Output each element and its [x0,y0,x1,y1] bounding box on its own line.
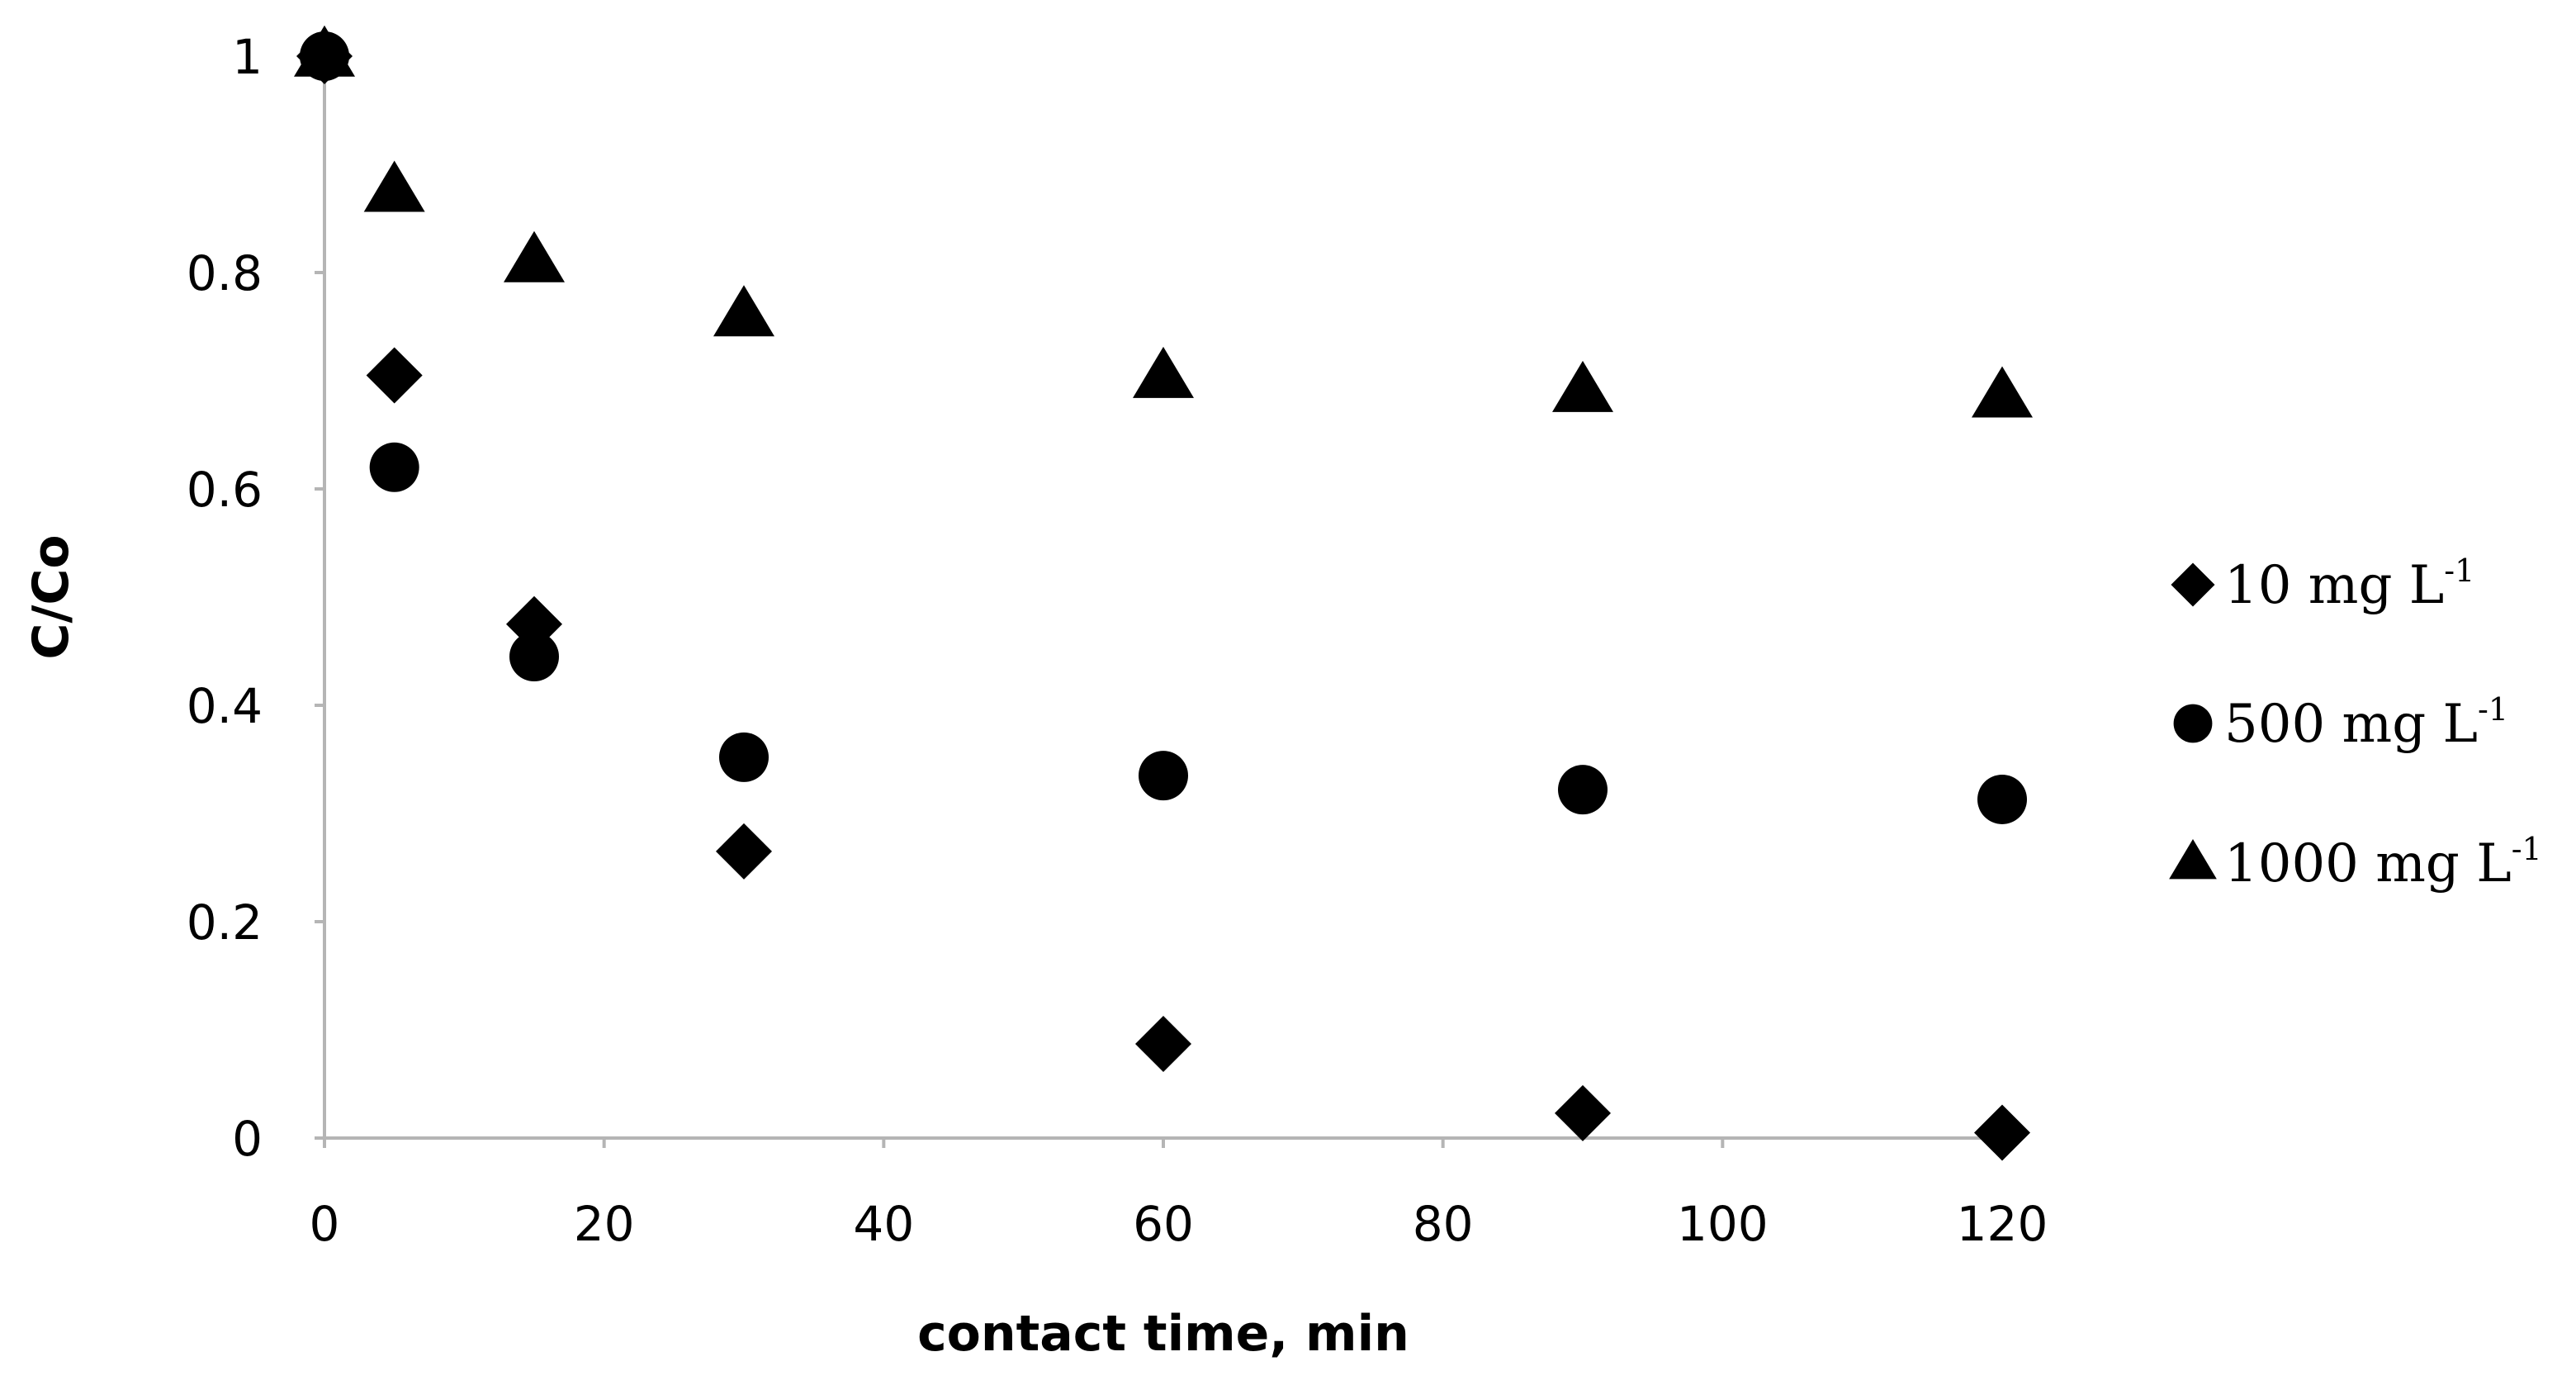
triangle-data-point [713,285,774,337]
y-axis-title: C/Co [22,534,80,659]
triangle-data-point [294,25,355,77]
x-axis-title: contact time, min [917,1305,1409,1363]
circle-data-point [1558,765,1608,815]
triangle-data-point [363,160,425,212]
y-tick-label: 0.6 [187,462,263,518]
circle-data-point [1139,751,1188,801]
data-markers [294,25,2033,1161]
x-tick-label: 0 [310,1196,340,1252]
legend-label-superscript: -1 [2512,831,2542,867]
legend-triangle-icon [2169,838,2217,880]
ticks: 0 20 40 60 80 100 120 0 0.2 0.4 0.6 0.8 1 [187,29,2048,1252]
diamond-data-point [366,347,423,404]
y-tick-label: 0 [232,1111,263,1167]
x-tick-label: 100 [1677,1196,1769,1252]
legend-circle-icon [2173,704,2213,743]
triangle-data-point [1552,360,1613,412]
circle-data-point [1977,774,2027,824]
legend-label-superscript: -1 [2478,691,2508,728]
legend-label: 1000 mg L-1 [2224,831,2542,894]
triangle-data-point [504,230,565,282]
x-tick-label: 20 [574,1196,635,1252]
y-tick-label: 0.2 [187,894,263,951]
y-tick-label: 0.4 [187,678,263,734]
diamond-data-point [1974,1104,2030,1161]
x-tick-label: 120 [1957,1196,2048,1252]
legend-label: 500 mg L-1 [2224,691,2508,755]
y-tick-label: 0.8 [187,245,263,301]
diamond-data-point [1555,1084,1611,1141]
diamond-data-point [716,823,772,880]
circle-data-point [719,732,769,782]
circle-data-point [509,632,559,682]
x-tick-label: 40 [853,1196,914,1252]
x-tick-label: 60 [1133,1196,1194,1252]
y-tick-label: 1 [232,29,263,85]
triangle-data-point [1972,366,2033,418]
legend-diamond-icon [2171,562,2215,607]
legend-label-superscript: -1 [2444,553,2474,589]
diamond-data-point [1135,1016,1191,1073]
legend: 10 mg L-1 500 mg L-1 1000 mg L-1 [2169,553,2542,894]
legend-label: 10 mg L-1 [2224,553,2474,616]
x-tick-label: 80 [1413,1196,1474,1252]
circle-data-point [369,442,419,492]
triangle-data-point [1133,346,1194,398]
